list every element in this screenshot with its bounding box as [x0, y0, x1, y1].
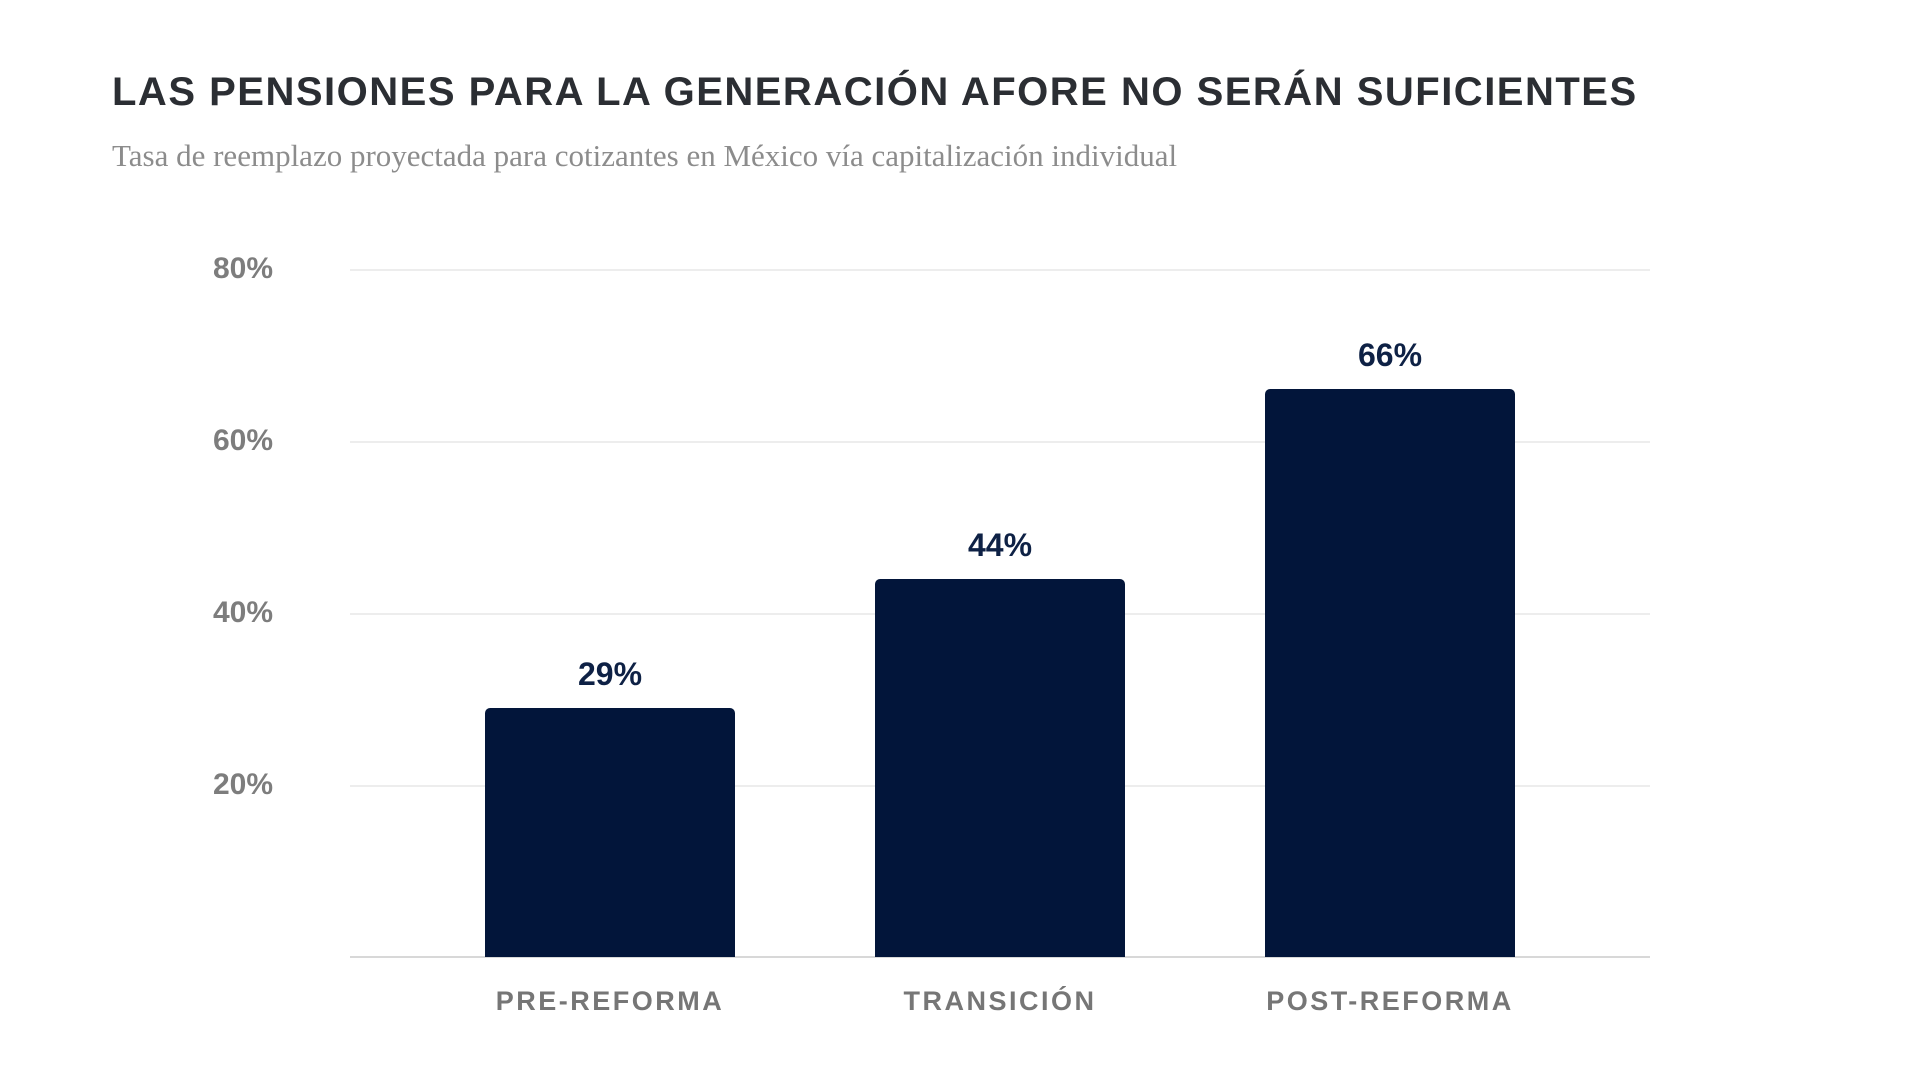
y-tick-label-40: 40%	[212, 596, 273, 629]
plot-area: 29% 44% 66% PRE-REFORMA TRANSICIÓN POST-REFO…	[350, 269, 1650, 1016]
x-category-label-post-reforma: POST-REFORMA	[1266, 986, 1514, 1016]
value-label-pre-reforma: 29%	[577, 655, 643, 692]
chart-title: LAS PENSIONES PARA LA GENERACIÓN AFORE N…	[112, 70, 1638, 114]
value-label-transición: 44%	[967, 526, 1033, 563]
y-tick-label-80: 80%	[212, 252, 273, 285]
gridline-80	[350, 269, 1650, 271]
gridline-60	[350, 441, 1650, 443]
x-axis-baseline	[350, 956, 1650, 958]
y-tick-label-60: 60%	[212, 424, 273, 457]
x-category-label-pre-reforma: PRE-REFORMA	[495, 986, 725, 1016]
bar-transición	[875, 578, 1125, 957]
x-category-label-transición: TRANSICIÓN	[903, 986, 1097, 1016]
bar-pre-reforma	[485, 707, 735, 957]
y-tick-label-20: 20%	[212, 768, 273, 801]
bar-post-reforma	[1265, 389, 1515, 957]
value-label-post-reforma: 66%	[1357, 337, 1423, 374]
chart-subtitle: Tasa de reemplazo proyectada para cotiza…	[112, 138, 1178, 173]
